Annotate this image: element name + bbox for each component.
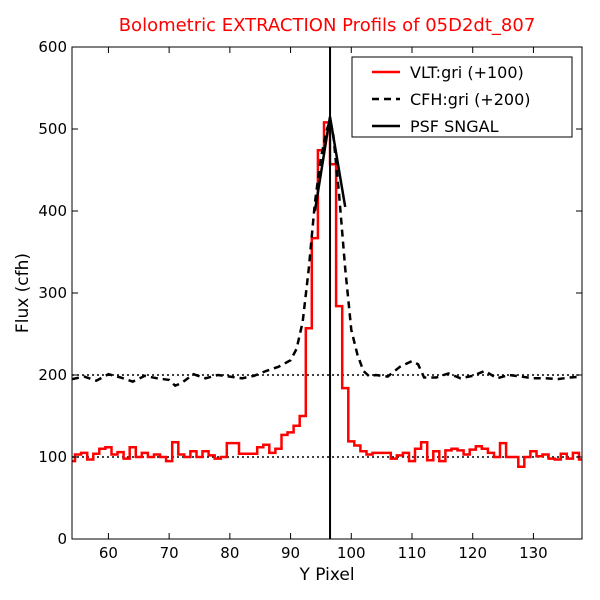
y-axis-label: Flux (cfh) — [13, 253, 33, 333]
plot-area — [72, 47, 582, 539]
y-tick-label-300: 300 — [38, 284, 67, 302]
legend-label-1: CFH:gri (+200) — [410, 90, 531, 109]
y-tick-label-200: 200 — [38, 366, 67, 384]
x-tick-label-70: 70 — [160, 544, 179, 562]
legend-label-0: VLT:gri (+100) — [410, 63, 524, 82]
legend-label-2: PSF SNGAL — [410, 117, 499, 136]
x-axis-label: Y Pixel — [298, 565, 354, 585]
series-line-1 — [72, 116, 582, 388]
x-tick-label-100: 100 — [337, 544, 366, 562]
series-line-0 — [72, 121, 582, 469]
x-tick-label-120: 120 — [458, 544, 487, 562]
y-tick-label-600: 600 — [38, 38, 67, 56]
y-tick-label-400: 400 — [38, 202, 67, 220]
x-tick-label-110: 110 — [398, 544, 427, 562]
x-tick-label-80: 80 — [220, 544, 239, 562]
chart-title: Bolometric EXTRACTION Profils of 05D2dt_… — [119, 15, 536, 36]
x-tick-label-130: 130 — [519, 544, 548, 562]
x-tick-label-60: 60 — [99, 544, 118, 562]
axis-ticks: 60 70 80 90 100 110 120 130 0 100 200 300 400 500 600 — [38, 38, 582, 562]
legend-box — [351, 56, 573, 138]
y-tick-label-0: 0 — [57, 530, 67, 548]
y-tick-label-500: 500 — [38, 120, 67, 138]
plot-series-group — [72, 47, 582, 539]
x-tick-label-90: 90 — [281, 544, 300, 562]
y-tick-label-100: 100 — [38, 448, 67, 466]
legend: VLT:gri (+100) CFH:gri (+200) PSF SNGAL — [351, 56, 573, 138]
